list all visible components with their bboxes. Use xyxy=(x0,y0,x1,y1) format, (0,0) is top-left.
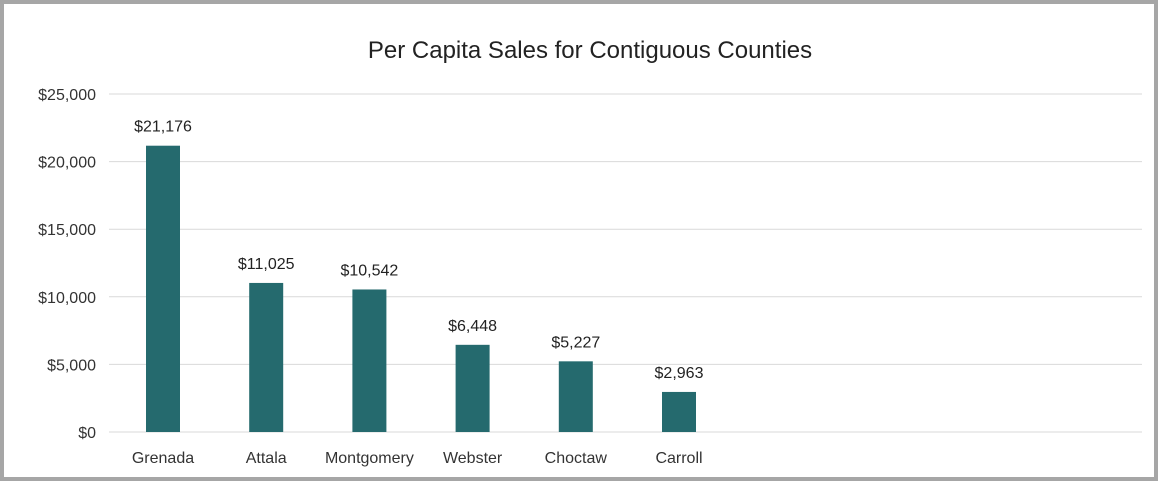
x-tick-label: Grenada xyxy=(132,450,194,467)
bar xyxy=(352,289,387,432)
y-tick-label: $15,000 xyxy=(38,222,96,239)
data-label: $2,963 xyxy=(655,365,704,382)
x-tick-label: Choctaw xyxy=(545,450,608,467)
bar xyxy=(249,282,284,432)
data-label: $5,227 xyxy=(551,334,600,351)
y-tick-label: $25,000 xyxy=(38,87,96,104)
x-tick-label: Attala xyxy=(246,450,287,467)
y-axis-ticks: $0 $5,000 $10,000 $15,000 $20,000 $25,000 xyxy=(38,87,96,442)
data-label: $11,025 xyxy=(238,256,295,273)
x-tick-label: Montgomery xyxy=(325,450,414,467)
chart-title: Per Capita Sales for Contiguous Counties xyxy=(368,37,812,64)
y-tick-label: $10,000 xyxy=(38,290,96,307)
x-tick-label: Webster xyxy=(443,450,503,467)
x-axis-ticks: Grenada Attala Montgomery Webster Choctaw Car… xyxy=(132,450,703,467)
y-tick-label: $20,000 xyxy=(38,155,96,172)
bar-chart: Per Capita Sales for Contiguous Counties… xyxy=(38,37,1142,467)
bar xyxy=(662,391,696,432)
data-label: $6,448 xyxy=(448,318,497,335)
y-tick-label: $5,000 xyxy=(47,357,96,374)
bar xyxy=(558,361,593,432)
bars xyxy=(146,145,696,432)
bar xyxy=(455,344,490,432)
data-label: $10,542 xyxy=(340,262,398,279)
x-tick-label: Carroll xyxy=(655,450,702,467)
data-label: $21,176 xyxy=(134,119,192,136)
data-labels: $21,176 $11,025 $10,542 $6,448 $5,227 $2,963 xyxy=(134,119,703,382)
bar xyxy=(146,145,180,432)
y-tick-label: $0 xyxy=(78,425,96,442)
